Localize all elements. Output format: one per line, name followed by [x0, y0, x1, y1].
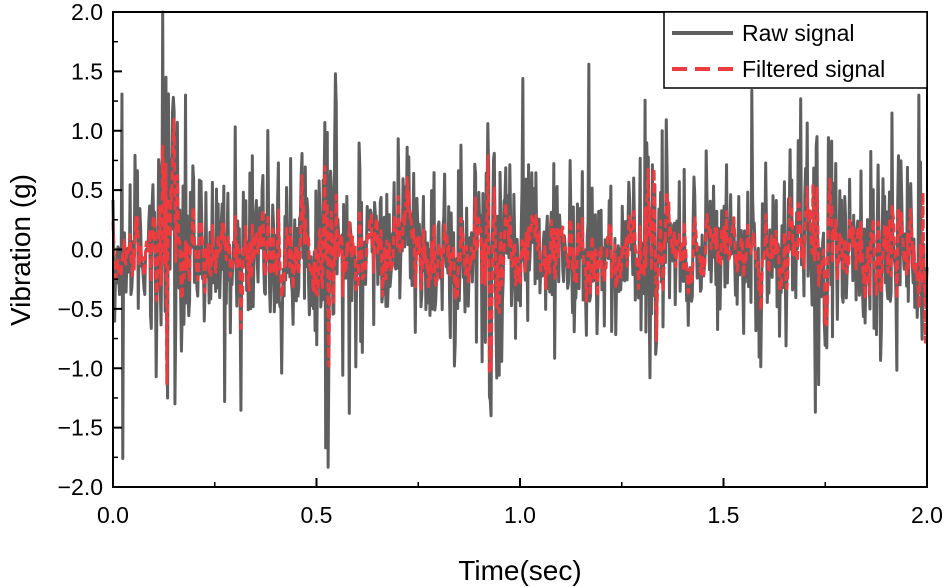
x-tick-label: 1.5: [708, 502, 740, 528]
x-axis-title: Time(sec): [458, 555, 581, 586]
y-axis: −2.0 −1.5 −1.0 −0.5 0.0 0.5 1.0 1.5 2.0: [58, 0, 122, 500]
y-tick-label: 0.0: [71, 237, 103, 263]
legend-label-raw: Raw signal: [742, 20, 855, 46]
x-tick-label: 0.5: [301, 502, 333, 528]
series-layer: [111, 10, 929, 469]
legend: Raw signal Filtered signal: [663, 11, 928, 89]
y-tick-label: −0.5: [58, 296, 103, 322]
y-tick-label: 1.0: [71, 118, 103, 144]
y-tick-label: 2.0: [71, 0, 103, 25]
legend-box: [663, 11, 928, 89]
series-line-filtered-signal: [111, 117, 929, 386]
x-tick-label: 0.0: [97, 502, 129, 528]
legend-label-filtered: Filtered signal: [742, 56, 885, 82]
y-tick-label: −1.5: [58, 415, 103, 441]
y-axis-title: Vibration (g): [5, 174, 36, 326]
y-tick-label: 0.5: [71, 177, 103, 203]
x-tick-label: 2.0: [911, 502, 943, 528]
y-tick-label: −1.0: [58, 355, 103, 381]
x-tick-label: 1.0: [504, 502, 536, 528]
x-axis: 0.0 0.5 1.0 1.5 2.0: [97, 478, 943, 528]
y-tick-label: 1.5: [71, 58, 103, 84]
y-tick-label: −2.0: [58, 474, 103, 500]
